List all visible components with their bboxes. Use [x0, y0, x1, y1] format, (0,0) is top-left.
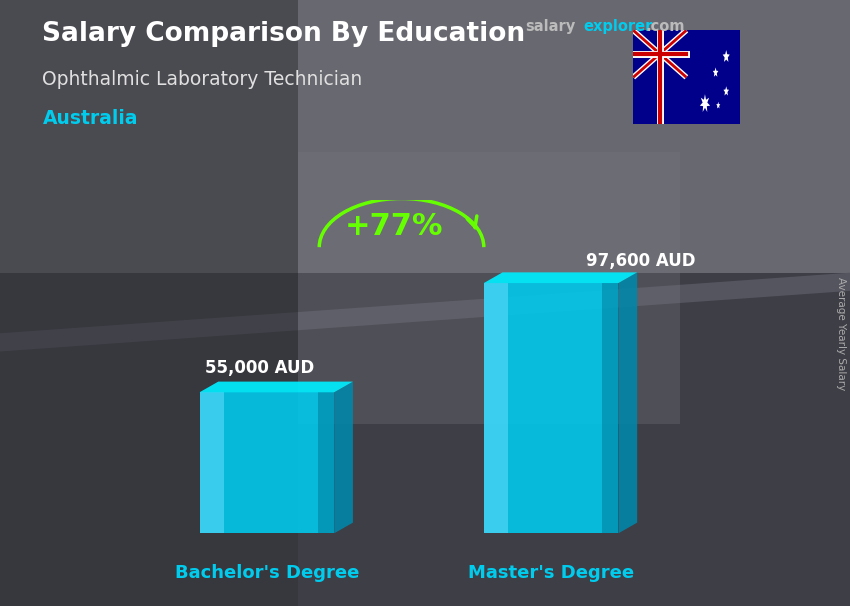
Bar — [0, 0, 298, 606]
Bar — [298, 152, 680, 424]
Polygon shape — [717, 102, 720, 108]
Polygon shape — [603, 283, 619, 533]
Polygon shape — [722, 50, 730, 62]
Text: Australia: Australia — [42, 109, 138, 128]
Polygon shape — [318, 392, 334, 533]
Bar — [0, 273, 850, 606]
Polygon shape — [484, 283, 508, 533]
Polygon shape — [713, 67, 718, 77]
Polygon shape — [0, 273, 850, 351]
Text: Average Yearly Salary: Average Yearly Salary — [836, 277, 846, 390]
Polygon shape — [200, 382, 353, 392]
Polygon shape — [200, 392, 334, 533]
Text: 55,000 AUD: 55,000 AUD — [205, 359, 314, 377]
Text: Master's Degree: Master's Degree — [468, 564, 634, 582]
Text: Bachelor's Degree: Bachelor's Degree — [175, 564, 359, 582]
Text: 97,600 AUD: 97,600 AUD — [586, 252, 695, 270]
Polygon shape — [619, 272, 638, 533]
Bar — [0, 0, 850, 273]
Polygon shape — [484, 272, 638, 283]
Text: salary: salary — [525, 19, 575, 35]
Text: +77%: +77% — [345, 212, 444, 241]
Text: Salary Comparison By Education: Salary Comparison By Education — [42, 21, 525, 47]
Text: explorer: explorer — [583, 19, 653, 35]
Polygon shape — [200, 392, 224, 533]
Polygon shape — [700, 94, 710, 112]
Polygon shape — [484, 283, 619, 533]
Polygon shape — [334, 382, 353, 533]
Text: Ophthalmic Laboratory Technician: Ophthalmic Laboratory Technician — [42, 70, 363, 88]
Polygon shape — [723, 86, 729, 96]
Text: .com: .com — [646, 19, 685, 35]
